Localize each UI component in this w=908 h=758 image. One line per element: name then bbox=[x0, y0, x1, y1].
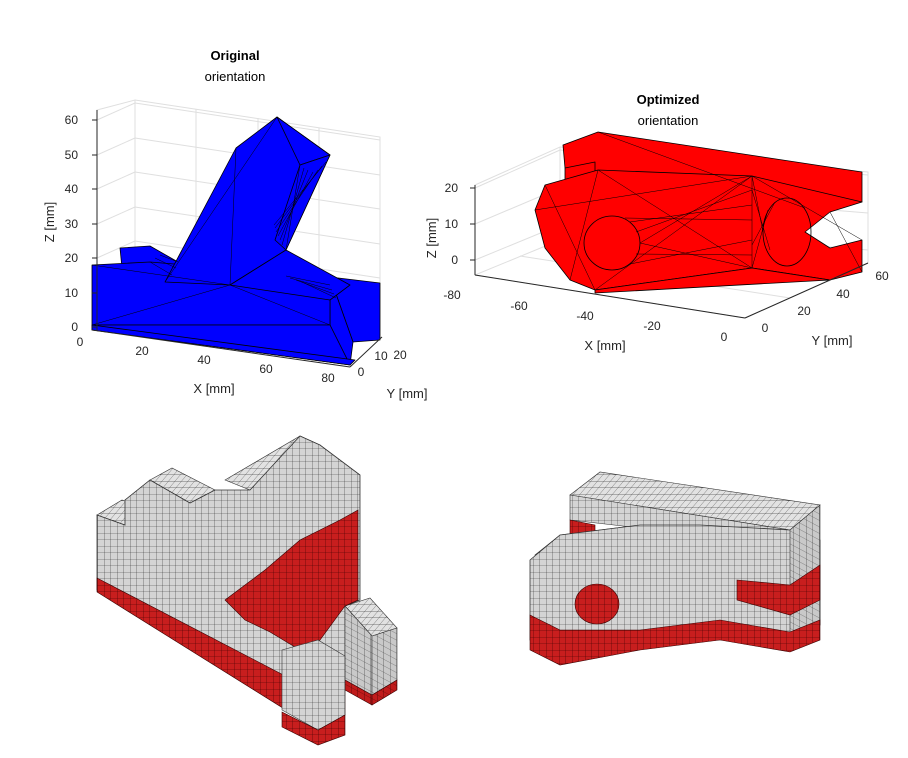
y-axis-label-optimized: Y [mm] bbox=[812, 333, 853, 348]
x-tick-label: -40 bbox=[576, 309, 594, 323]
y-axis-label-original: Y [mm] bbox=[387, 386, 428, 401]
y-tick-label: 40 bbox=[836, 287, 850, 301]
z-tick-label: 20 bbox=[445, 181, 459, 195]
panel-original: Original orientation bbox=[42, 48, 427, 401]
x-tick-label: 20 bbox=[135, 344, 149, 358]
x-tick-label: 0 bbox=[721, 330, 728, 344]
axes-original: 0 10 20 30 40 50 60 0 20 40 60 80 0 10 2… bbox=[42, 110, 427, 401]
panel-optimized: Optimized orientation bbox=[424, 92, 889, 353]
z-axis-label-original: Z [mm] bbox=[42, 202, 57, 242]
x-axis-label-original: X [mm] bbox=[193, 381, 234, 396]
z-tick-label: 10 bbox=[65, 286, 79, 300]
z-tick-label: 20 bbox=[65, 251, 79, 265]
z-tick-label: 0 bbox=[451, 253, 458, 267]
x-tick-label: -20 bbox=[643, 319, 661, 333]
y-tick-label: 20 bbox=[797, 304, 811, 318]
y-tick-label: 20 bbox=[393, 348, 407, 362]
z-axis-label-optimized: Z [mm] bbox=[424, 218, 439, 258]
mesh-optimized bbox=[534, 131, 863, 294]
z-tick-label: 60 bbox=[65, 113, 79, 127]
x-tick-label: 80 bbox=[321, 371, 335, 385]
y-tick-label: 60 bbox=[875, 269, 889, 283]
x-tick-label: 0 bbox=[77, 335, 84, 349]
axes-optimized: 0 10 20 -80 -60 -40 -20 0 0 20 40 60 X [… bbox=[424, 181, 889, 353]
x-axis-label-optimized: X [mm] bbox=[584, 338, 625, 353]
voxel-model-original bbox=[96, 435, 398, 746]
x-tick-label: -60 bbox=[510, 299, 528, 313]
x-ticks-optimized: -80 -60 -40 -20 0 bbox=[443, 288, 727, 344]
y-tick-label: 0 bbox=[762, 321, 769, 335]
voxel-model-optimized bbox=[529, 471, 821, 666]
title-optimized: Optimized bbox=[637, 92, 700, 107]
subtitle-optimized: orientation bbox=[638, 113, 699, 128]
x-ticks-original: 0 20 40 60 80 bbox=[77, 335, 335, 385]
x-tick-label: 60 bbox=[259, 362, 273, 376]
x-tick-label: 40 bbox=[197, 353, 211, 367]
mesh-original bbox=[91, 116, 381, 366]
y-tick-label: 10 bbox=[374, 349, 388, 363]
z-ticks-original: 0 10 20 30 40 50 60 bbox=[65, 113, 97, 334]
z-tick-label: 50 bbox=[65, 148, 79, 162]
z-tick-label: 10 bbox=[445, 217, 459, 231]
y-ticks-optimized: 0 20 40 60 bbox=[762, 269, 889, 335]
z-tick-label: 0 bbox=[71, 320, 78, 334]
x-tick-label: -80 bbox=[443, 288, 461, 302]
z-tick-label: 30 bbox=[65, 217, 79, 231]
z-tick-label: 40 bbox=[65, 182, 79, 196]
title-original: Original bbox=[210, 48, 259, 63]
y-tick-label: 0 bbox=[358, 365, 365, 379]
z-ticks-optimized: 0 10 20 bbox=[445, 181, 475, 267]
y-ticks-original: 0 10 20 bbox=[358, 348, 407, 379]
subtitle-original: orientation bbox=[205, 69, 266, 84]
